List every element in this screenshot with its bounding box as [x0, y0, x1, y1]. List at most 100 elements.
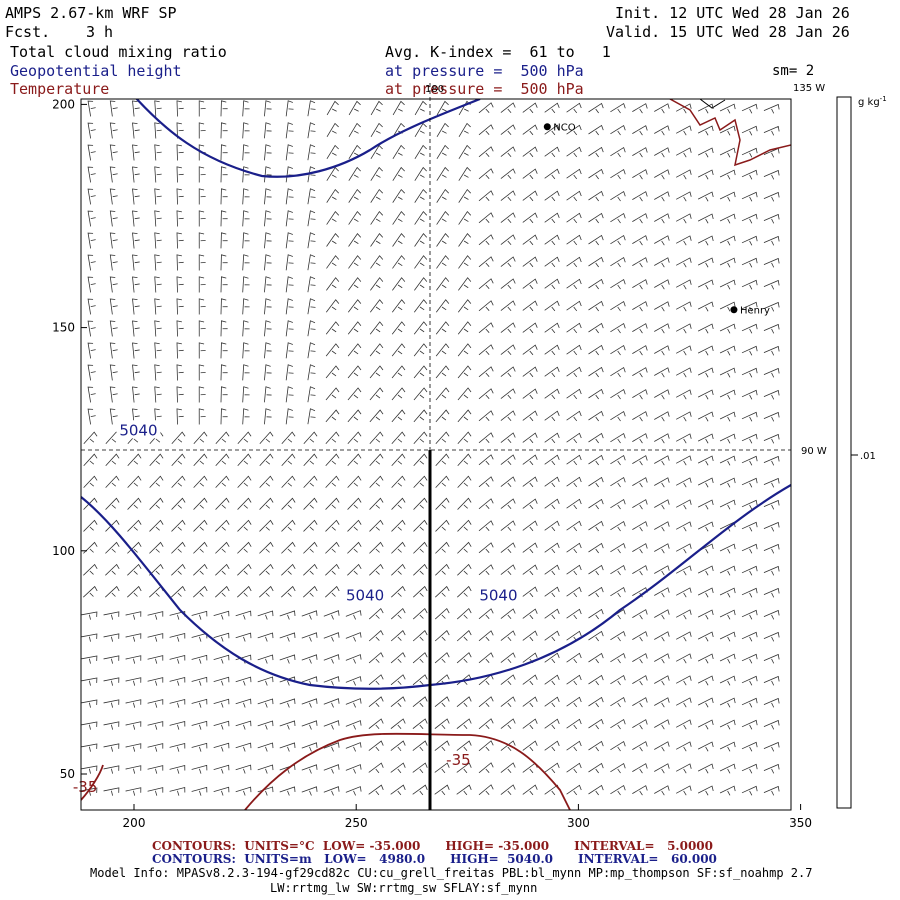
wind-barb — [544, 366, 560, 378]
wind-barb — [147, 699, 164, 708]
wind-barb — [154, 188, 162, 205]
wind-barb — [348, 188, 362, 203]
wind-barb — [109, 386, 118, 403]
wind-barb — [697, 213, 714, 224]
wind-barb — [588, 410, 604, 422]
wind-barb — [544, 762, 560, 774]
wind-barb — [369, 475, 384, 488]
wind-barb — [215, 497, 230, 510]
wind-barb — [285, 144, 294, 161]
temperature-contour-35 — [244, 732, 571, 810]
wind-barb — [242, 210, 250, 227]
wind-barb — [147, 633, 164, 642]
station-marker — [730, 306, 738, 314]
wind-barb — [478, 322, 494, 334]
wind-barb — [478, 190, 494, 202]
wind-barb — [259, 519, 274, 532]
wind-barb — [154, 100, 162, 117]
wind-barb — [279, 720, 296, 730]
wind-barb — [259, 475, 274, 488]
wind-barb — [566, 344, 582, 356]
wind-barb — [763, 719, 780, 730]
wind-barb — [478, 718, 494, 730]
wind-barb — [719, 719, 736, 730]
wind-barb — [566, 454, 582, 466]
wind-barb — [279, 676, 296, 686]
wind-barb — [434, 607, 450, 620]
temperature-contour-info: CONTOURS: UNITS=°C LOW= -35.000 HIGH= -3… — [152, 839, 714, 853]
wind-barb — [285, 232, 294, 249]
smoothing-label: sm= 2 — [772, 63, 815, 79]
wind-barb — [676, 697, 692, 708]
wind-barb — [193, 519, 208, 532]
wind-barb — [132, 188, 140, 205]
wind-barb — [191, 654, 208, 664]
wind-barb — [741, 103, 758, 114]
wind-barb — [198, 210, 206, 227]
wind-barb — [456, 762, 472, 774]
field-cloud: Total cloud mixing ratio — [10, 43, 227, 61]
wind-barb — [279, 742, 296, 752]
wind-barb — [325, 409, 340, 423]
wind-barb — [125, 699, 142, 708]
wind-barb — [632, 169, 648, 180]
wind-barb — [566, 542, 582, 554]
wind-barb — [610, 740, 626, 752]
temperature-contour-label: -35 — [446, 751, 471, 769]
wind-barb — [220, 100, 228, 117]
wind-barb — [457, 475, 472, 488]
wind-barb — [763, 565, 780, 576]
wind-barb — [763, 477, 780, 488]
wind-barb — [435, 519, 450, 532]
height-contour-5040 — [81, 484, 791, 690]
wind-barb — [522, 586, 538, 598]
wind-barb — [127, 585, 142, 598]
wind-barb — [741, 697, 758, 708]
wind-barb — [109, 166, 118, 183]
wind-barb — [176, 254, 184, 271]
wind-barb — [285, 320, 294, 337]
wind-barb — [588, 190, 604, 202]
wind-barb — [654, 675, 670, 686]
wind-barb — [566, 190, 582, 202]
wind-barb — [325, 343, 340, 357]
wind-barb — [215, 453, 230, 466]
wind-barb — [741, 235, 758, 246]
wind-barb — [414, 277, 428, 291]
wind-barb — [154, 386, 162, 403]
wind-barb — [741, 675, 758, 686]
wind-barb — [610, 212, 626, 224]
wind-barb — [741, 499, 758, 510]
wind-barb — [610, 366, 626, 378]
wind-barb — [434, 784, 450, 796]
wind-barb — [83, 475, 98, 488]
model-physics: LW:rrtmg_lw SW:rrtmg_sw SFLAY:sf_mynn — [270, 881, 538, 895]
wind-barb — [697, 411, 714, 422]
wind-barb — [103, 743, 120, 752]
wind-barb — [281, 497, 296, 510]
wind-barb — [500, 168, 516, 180]
wind-barb — [412, 784, 428, 796]
wind-barb — [132, 100, 140, 117]
wind-barb — [588, 542, 604, 554]
wind-barb — [500, 652, 516, 664]
wind-barb — [109, 210, 118, 227]
wind-barb — [413, 409, 428, 423]
wind-barb — [259, 585, 274, 598]
wind-barb — [348, 233, 362, 247]
wind-barb — [719, 389, 736, 400]
wind-barb — [522, 784, 538, 796]
wind-barb — [654, 345, 670, 356]
wind-barb — [125, 677, 142, 686]
wind-barb — [741, 653, 758, 664]
wind-barb — [132, 254, 140, 271]
height-label: 5040 — [119, 421, 157, 439]
wind-barb — [632, 477, 648, 488]
wind-barb — [220, 188, 228, 205]
wind-barb — [478, 256, 494, 268]
wind-barb — [456, 696, 472, 708]
wind-barb — [235, 786, 252, 796]
wind-barb — [301, 786, 318, 796]
wind-barb — [500, 256, 516, 268]
wind-barb — [264, 386, 272, 403]
